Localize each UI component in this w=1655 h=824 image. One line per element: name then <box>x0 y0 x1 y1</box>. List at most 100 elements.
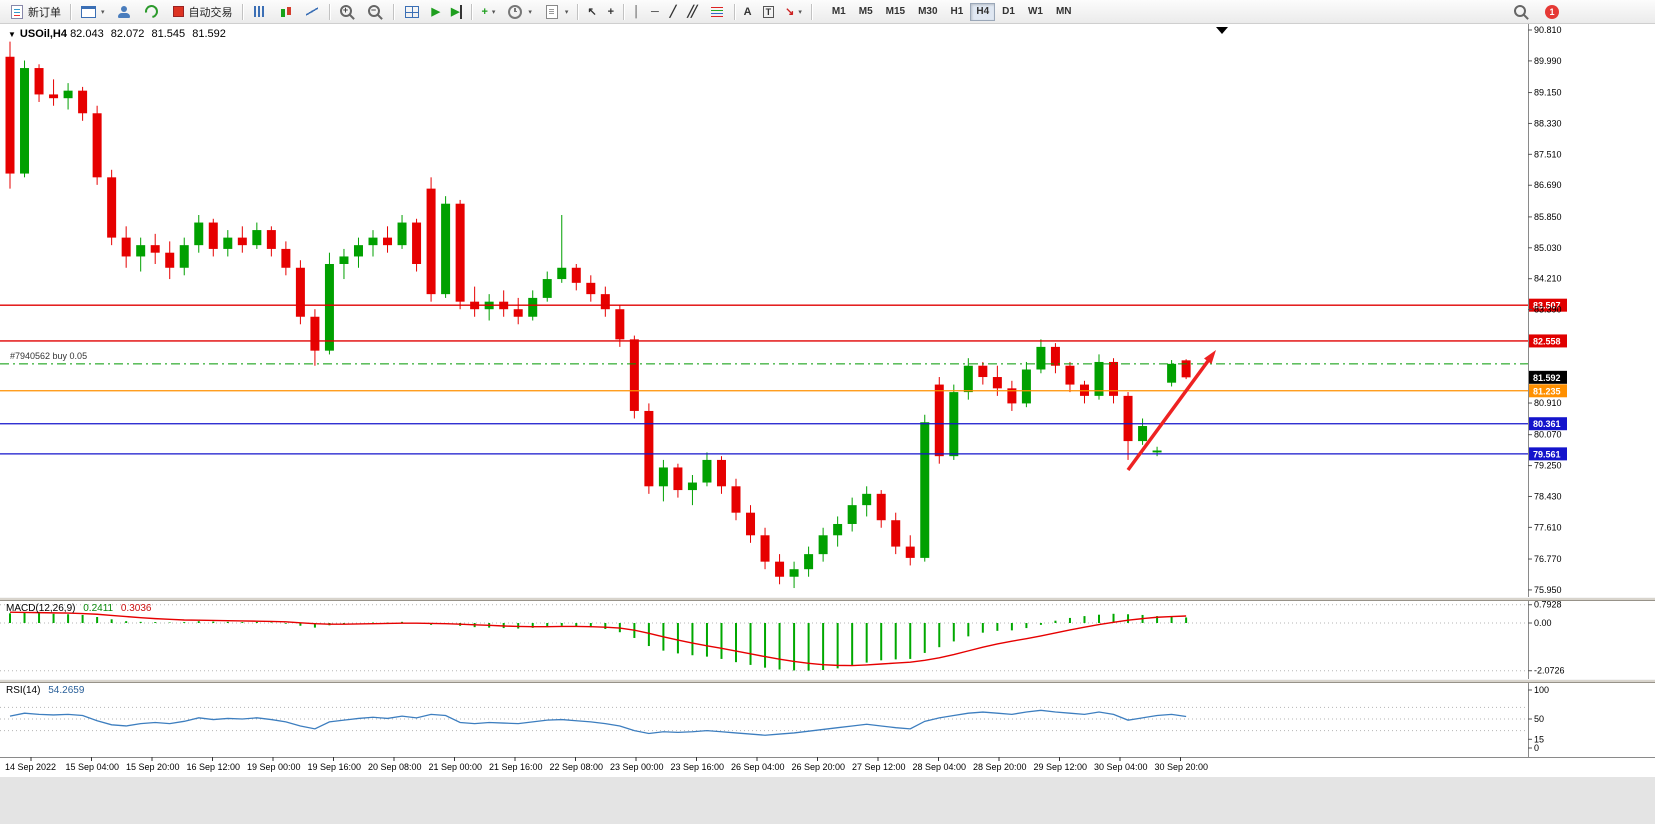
arrows-tool-button[interactable]: ↘ ▾ <box>780 2 807 22</box>
panel-splitter[interactable] <box>0 679 1655 683</box>
price-scale[interactable] <box>1528 24 1655 757</box>
chevron-down-icon: ▾ <box>491 8 496 16</box>
toolbar-separator <box>392 3 394 20</box>
tile-windows-icon <box>404 5 419 18</box>
new-chart-button[interactable]: ▾ <box>75 2 110 22</box>
fibonacci-icon <box>710 6 723 17</box>
search-icon <box>1514 4 1526 17</box>
periods-button[interactable]: ▾ <box>501 2 537 22</box>
text-label-tool-button[interactable]: T <box>758 2 780 22</box>
cursor-icon: ↖ <box>587 5 597 18</box>
chart-symbol-period: USOil,H4 <box>19 28 67 40</box>
toolbar-separator <box>70 3 71 20</box>
chart-window-icon <box>81 5 96 18</box>
timeframe-m5-button[interactable]: M5 <box>853 3 879 21</box>
macd-signal-value: 0.3036 <box>120 603 152 614</box>
toolbar-separator <box>471 3 473 20</box>
macd-main-value: 0.2411 <box>83 603 114 614</box>
timeframe-m30-button[interactable]: M30 <box>912 3 943 21</box>
notification-badge[interactable]: 1 <box>1545 4 1559 19</box>
zoom-out-button[interactable]: − <box>362 2 389 22</box>
zoom-in-button[interactable]: + <box>334 2 361 22</box>
timeframe-d1-button[interactable]: D1 <box>996 3 1021 21</box>
vertical-line-tool-button[interactable]: │ <box>628 2 645 22</box>
trendline-tool-button[interactable]: ╱ <box>665 2 682 22</box>
timeframe-w1-button[interactable]: W1 <box>1022 3 1049 21</box>
ohlc-low: 81.545 <box>151 28 186 40</box>
candlestick-chart-icon <box>279 6 293 18</box>
candle-chart-mode-button[interactable] <box>274 2 298 22</box>
search-button[interactable] <box>1508 2 1535 22</box>
window-background <box>0 777 1655 824</box>
timeframe-m1-button[interactable]: M1 <box>826 3 852 21</box>
toolbar-separator <box>241 3 243 20</box>
text-label-icon: T <box>762 5 775 18</box>
auto-scroll-button[interactable]: ▶ <box>427 2 445 22</box>
rsi-panel[interactable] <box>0 683 1528 757</box>
toolbar-separator <box>733 3 735 20</box>
fibonacci-tool-button[interactable] <box>704 2 730 22</box>
line-chart-icon <box>305 6 318 17</box>
rsi-value: 54.2659 <box>48 685 85 696</box>
cursor-tool-button[interactable]: ↖ <box>582 2 601 22</box>
bar-chart-icon <box>253 6 266 17</box>
toolbar-separator <box>623 3 625 20</box>
timeframe-m15-button[interactable]: M15 <box>880 3 911 21</box>
trendline-icon: ╱ <box>669 5 677 18</box>
timeframe-mn-button[interactable]: MN <box>1050 3 1078 21</box>
chevron-down-icon: ▾ <box>101 8 105 16</box>
line-chart-mode-button[interactable] <box>299 2 325 22</box>
chevron-down-icon: ▾ <box>798 8 802 16</box>
timeframe-group: M1 M5 M15 M30 H1 H4 D1 W1 MN <box>826 2 1078 21</box>
time-scale[interactable] <box>0 757 1655 777</box>
new-order-label: 新订单 <box>28 6 61 19</box>
tile-windows-button[interactable] <box>398 2 426 22</box>
autotrading-button[interactable]: 自动交易 <box>166 2 238 22</box>
refresh-button[interactable] <box>138 2 165 22</box>
zoom-in-icon: + <box>339 4 352 17</box>
rsi-label-row: RSI(14) 54.2659 <box>6 685 84 696</box>
crosshair-tool-button[interactable]: + <box>603 2 619 22</box>
one-click-trading-arrow[interactable]: ▼ <box>8 30 16 39</box>
templates-button[interactable]: ▾ <box>538 2 574 22</box>
panel-splitter[interactable] <box>0 597 1655 601</box>
macd-panel[interactable] <box>0 601 1528 679</box>
chart-title: ▼ USOil,H4 82.043 82.072 81.545 81.592 <box>8 28 230 40</box>
horizontal-line-tool-button[interactable]: ─ <box>646 2 664 22</box>
channel-tool-button[interactable]: ╱╱ <box>682 2 702 22</box>
toolbar: 新订单 ▾ 自动交易 + − ▶ ▶ + ▾ ▾ ▾ ↖ + │ ─ ╱ ╱╱ <box>0 0 1655 24</box>
toolbar-separator <box>577 3 579 20</box>
timeframe-h1-button[interactable]: H1 <box>945 3 970 21</box>
refresh-icon <box>141 2 161 21</box>
bar-chart-mode-button[interactable] <box>247 2 273 22</box>
chart-shift-button[interactable]: ▶ <box>446 2 467 22</box>
clock-icon <box>508 4 523 19</box>
indicators-button[interactable]: + ▾ <box>476 2 500 22</box>
main-chart-plot[interactable] <box>0 24 1528 597</box>
toolbar-separator <box>328 3 330 20</box>
horizontal-line-icon: ─ <box>650 5 659 18</box>
indicators-plus-icon: + <box>481 5 488 18</box>
macd-label-row: MACD(12,26,9) 0.2411 0.3036 <box>6 603 151 614</box>
chart-shift-icon: ▶ <box>451 4 463 19</box>
new-order-icon <box>11 4 23 19</box>
autotrading-label: 自动交易 <box>188 6 233 19</box>
ohlc-close: 81.592 <box>192 28 226 40</box>
toolbar-separator <box>810 3 812 20</box>
toolbar-right-tools: 1 <box>1508 2 1559 22</box>
arrow-tool-icon: ↘ <box>785 5 795 18</box>
ohlc-open: 82.043 <box>70 28 104 40</box>
autotrading-icon <box>172 6 184 17</box>
zoom-out-icon: − <box>367 4 380 17</box>
new-order-button[interactable]: 新订单 <box>4 2 66 22</box>
timeframe-h4-button[interactable]: H4 <box>970 2 996 21</box>
template-icon <box>545 4 558 19</box>
profile-icon <box>116 5 132 19</box>
text-tool-button[interactable]: A <box>739 2 757 22</box>
chevron-down-icon: ▾ <box>528 8 532 16</box>
crosshair-icon: + <box>607 5 615 18</box>
profile-button[interactable] <box>111 2 137 22</box>
rsi-label: RSI(14) <box>6 685 41 696</box>
channel-icon: ╱╱ <box>687 5 697 18</box>
macd-label: MACD(12,26,9) <box>6 603 76 614</box>
